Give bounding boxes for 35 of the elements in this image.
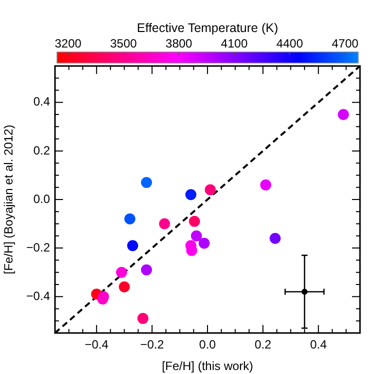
- x-tick-label: 0.2: [254, 338, 272, 352]
- point: [141, 264, 152, 276]
- point: [338, 109, 349, 120]
- color-bar-label: 3200: [54, 36, 82, 50]
- y-tick-label: 0.4: [33, 94, 50, 109]
- point: [124, 213, 136, 224]
- point: [141, 177, 152, 188]
- color-bar-title: Effective Temperature (K): [136, 21, 278, 36]
- y-tick-label: 0.2: [33, 143, 50, 158]
- color-bar-label: 4100: [220, 36, 248, 50]
- color-bar-label: 4700: [332, 36, 359, 50]
- color-bar-label: 4400: [276, 36, 304, 50]
- point: [190, 230, 202, 242]
- y-tick-label: −0.4: [26, 288, 50, 303]
- color-bar-label: 3500: [110, 36, 138, 50]
- point: [185, 189, 196, 200]
- x-tick-label: 0.4: [310, 338, 328, 352]
- y-axis-title: [Fe/H] (Boyajian et al. 2012): [2, 124, 16, 274]
- x-tick-label: −0.4: [84, 338, 109, 352]
- y-tick-label: −0.2: [26, 240, 50, 254]
- color-bar-label: 3800: [166, 36, 193, 50]
- x-axis-title: [Fe/H] (this work): [162, 359, 254, 374]
- x-tick-label: 0.0: [199, 338, 216, 352]
- point: [116, 266, 128, 278]
- point: [270, 232, 281, 244]
- point: [204, 184, 216, 196]
- point: [188, 216, 200, 227]
- point: [118, 281, 130, 292]
- point: [127, 240, 138, 252]
- x-tick-label: −0.2: [140, 338, 164, 352]
- point: [159, 218, 170, 230]
- point: [198, 238, 210, 249]
- point: [260, 179, 272, 190]
- y-tick-label: 0.0: [33, 192, 50, 206]
- point: [137, 312, 148, 324]
